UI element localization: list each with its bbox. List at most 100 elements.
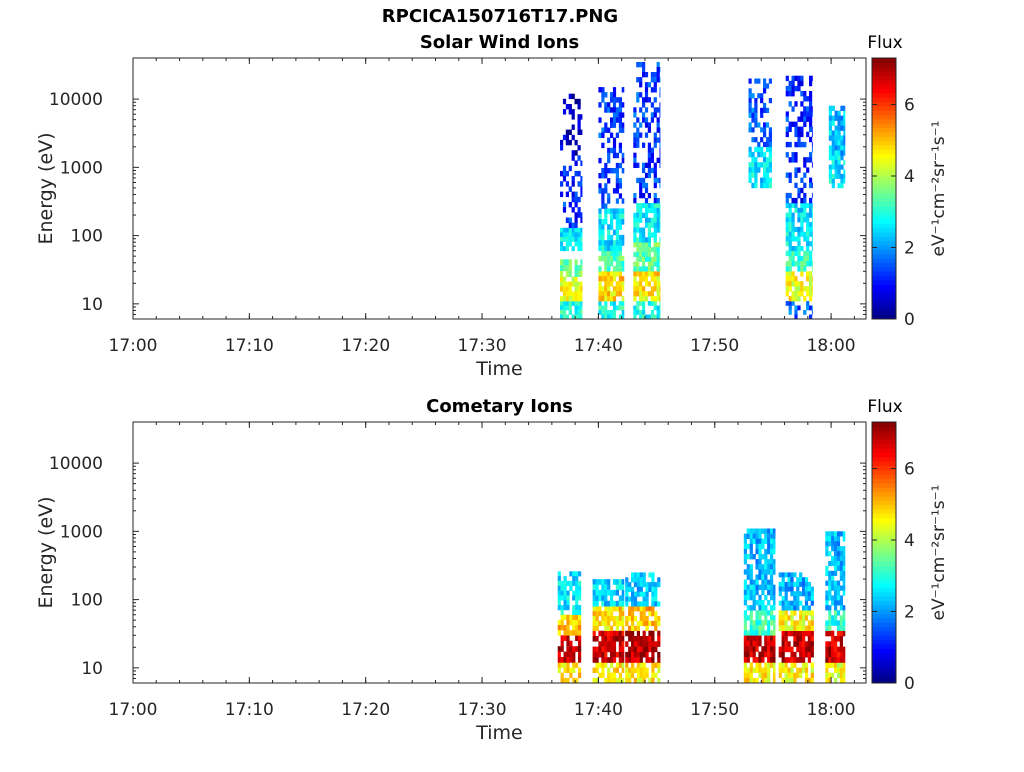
heat-cell: [754, 182, 758, 189]
heat-cell: [631, 620, 635, 627]
heat-cell: [639, 620, 643, 627]
heat-cell: [765, 157, 770, 163]
heat-cell: [791, 246, 795, 252]
heat-cell: [755, 630, 759, 636]
heat-cell: [784, 657, 788, 663]
heat-cell: [799, 572, 803, 578]
heat-cell: [785, 236, 789, 242]
heat-cell: [618, 266, 622, 272]
heat-cell: [781, 646, 785, 653]
heat-cell: [770, 657, 774, 663]
heat-cell: [601, 672, 605, 679]
heat-cell: [618, 213, 622, 220]
heat-cell: [648, 572, 652, 578]
heat-cell: [633, 232, 637, 238]
colorbar-swatch: [872, 643, 896, 649]
colorbar-swatch: [872, 218, 896, 224]
heat-cell: [618, 219, 622, 225]
colorbar-swatch: [872, 465, 896, 471]
heat-cell: [612, 107, 617, 113]
heat-cell: [607, 620, 611, 627]
heat-cell: [618, 281, 622, 287]
colorbar-swatch: [872, 275, 896, 281]
heat-cell: [764, 651, 768, 658]
heat-cell: [636, 217, 640, 223]
colorbar-swatch: [872, 674, 896, 680]
heat-cell: [831, 173, 835, 179]
heat-cell: [615, 584, 619, 591]
heat-cell: [633, 657, 638, 663]
heat-cell: [566, 595, 570, 601]
heat-cell: [557, 605, 561, 611]
heat-cell: [645, 601, 649, 607]
heat-cell: [565, 191, 569, 198]
heat-cell: [631, 616, 635, 622]
heat-cell: [791, 250, 795, 257]
heat-cell: [648, 620, 652, 627]
heat-cell: [654, 625, 658, 631]
heat-cell: [618, 301, 622, 306]
heat-cell: [767, 657, 771, 663]
heat-cell: [647, 157, 651, 163]
heat-cell: [659, 102, 661, 108]
heat-cell: [752, 677, 756, 684]
heat-cell: [800, 141, 804, 148]
heat-cell: [837, 173, 841, 179]
colorbar-swatch: [872, 582, 896, 588]
heat-cell: [804, 641, 809, 647]
heat-cell: [577, 98, 581, 105]
colorbar-swatch: [872, 587, 896, 593]
heat-cell: [749, 554, 753, 560]
heat-cell: [749, 569, 753, 575]
heat-cell: [644, 87, 649, 93]
colorbar-swatch: [872, 539, 896, 545]
heat-cell: [764, 538, 768, 545]
heat-cell: [610, 657, 614, 663]
heat-cell: [598, 240, 602, 246]
heat-cell: [770, 610, 774, 616]
heat-cell: [772, 538, 776, 545]
heat-cell: [633, 596, 638, 602]
heat-cell: [764, 672, 768, 679]
heat-cell: [772, 635, 776, 641]
heat-cell: [563, 600, 567, 606]
heat-cell: [807, 625, 811, 631]
heat-cell: [840, 115, 844, 121]
colorbar-swatch: [872, 127, 896, 133]
heat-cell: [836, 541, 841, 547]
heat-cell: [562, 232, 567, 238]
heat-cell: [796, 586, 800, 592]
heat-cell: [752, 538, 756, 545]
heat-cell: [834, 125, 838, 131]
heat-cell: [575, 605, 579, 611]
heat-cell: [836, 662, 841, 668]
heat-cell: [592, 600, 596, 607]
heat-cell: [755, 640, 759, 647]
heat-cell: [758, 630, 762, 636]
heat-cell: [568, 296, 572, 302]
heat-cell: [793, 651, 797, 658]
heat-cell: [625, 620, 629, 627]
heat-cell: [836, 667, 841, 673]
heat-cell: [843, 115, 846, 121]
heat-cell: [757, 151, 761, 158]
heat-cell: [604, 662, 608, 668]
heat-cell: [811, 226, 813, 232]
heat-cell: [768, 177, 772, 183]
heat-cell: [621, 261, 625, 267]
heat-cell: [565, 227, 569, 233]
heat-cell: [840, 145, 844, 151]
heat-cell: [760, 93, 764, 99]
heat-cell: [639, 611, 643, 617]
heat-cell: [799, 672, 803, 679]
heat-cell: [612, 630, 617, 637]
heat-cell: [642, 662, 646, 668]
heat-cell: [768, 137, 772, 143]
heat-cell: [648, 606, 652, 612]
heat-cell: [749, 620, 753, 626]
heat-cell: [770, 528, 774, 534]
heat-cell: [746, 667, 750, 673]
heat-cell: [636, 630, 640, 637]
heat-cell: [644, 314, 649, 320]
heat-cell: [659, 256, 661, 262]
